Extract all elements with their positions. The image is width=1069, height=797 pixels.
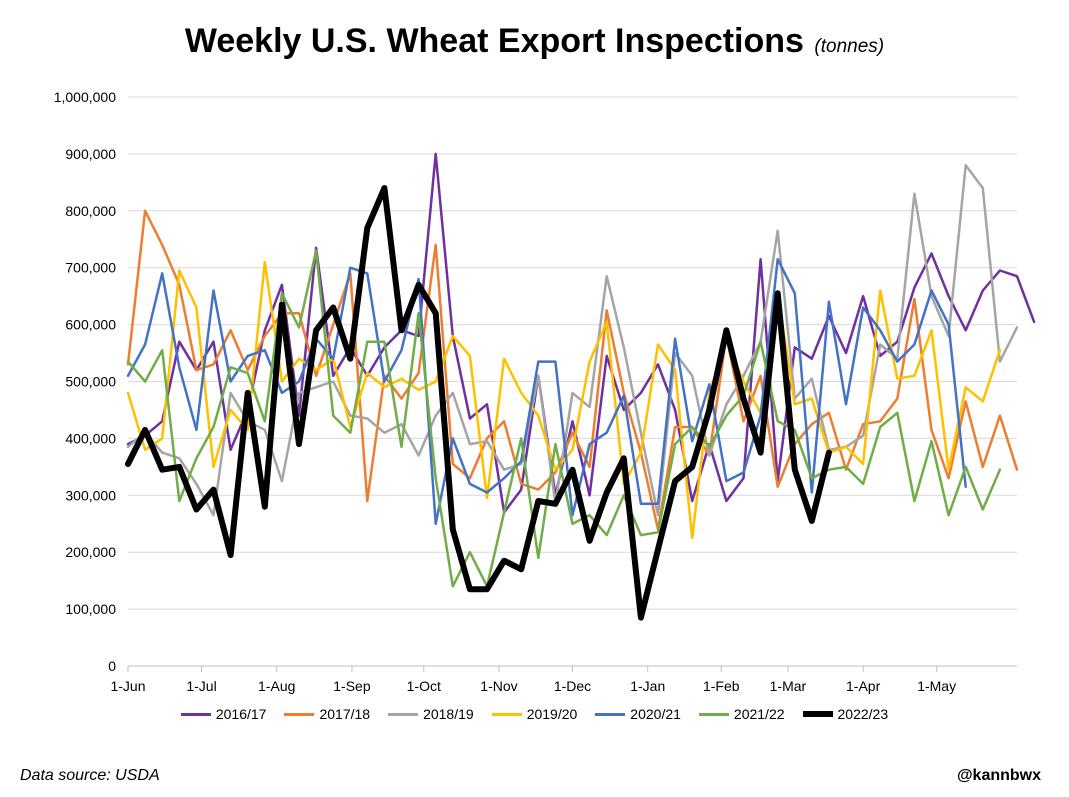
chart-subtitle: (tonnes): [814, 36, 885, 57]
y-tick-label: 500,000: [65, 374, 116, 390]
x-tick-label: 1-Jan: [630, 678, 665, 694]
y-tick-label: 300,000: [65, 487, 116, 503]
legend-label: 2021/22: [733, 706, 785, 722]
x-tick-label: 1-Sep: [333, 678, 371, 694]
series-line-2016-17: [126, 152, 1036, 514]
legend-label: 2016/17: [215, 706, 267, 722]
series-line-2021-22: [126, 249, 1002, 588]
series-line-2017-18: [126, 209, 1019, 531]
x-tick-label: 1-Nov: [480, 678, 517, 694]
x-tick-label: 1-Apr: [846, 678, 881, 694]
y-tick-label: 700,000: [65, 260, 116, 276]
x-tick-label: 1-Mar: [770, 678, 807, 694]
y-tick-label: 0: [108, 658, 116, 674]
series-line-2019-20: [126, 260, 1002, 540]
chart-title-row: Weekly U.S. Wheat Export Inspections (to…: [0, 22, 1069, 61]
line-chart: 0 100,000 200,000 300,000 400,000 500,000 600,…: [54, 89, 1036, 694]
legend-swatch: [491, 712, 522, 716]
legend-item-2016-17: 2016/17: [180, 706, 267, 722]
legend-swatch: [595, 712, 626, 716]
series-line-2022-23: [125, 185, 832, 621]
x-tick-label: 1-Feb: [703, 678, 740, 694]
y-tick-label: 900,000: [65, 146, 116, 162]
legend-swatch: [698, 712, 729, 716]
legend-label: 2017/18: [319, 706, 371, 722]
x-tick-label: 1-Aug: [258, 678, 295, 694]
legend-label: 2018/19: [423, 706, 474, 722]
y-tick-label: 100,000: [65, 601, 116, 617]
y-tick-label: 800,000: [65, 203, 116, 219]
legend-swatch: [802, 711, 833, 717]
series-line-2020-21: [126, 257, 967, 526]
chart-legend: 2016/17 2017/18 2018/19 2019/20 2020/21 2021/…: [0, 706, 1069, 722]
legend-label: 2019/20: [526, 706, 578, 722]
data-source-note: Data source: USDA: [20, 767, 160, 784]
x-tick-label: 1-Oct: [407, 678, 441, 694]
legend-label: 2022/23: [837, 706, 889, 722]
y-tick-label: 1,000,000: [54, 89, 116, 105]
legend-item-2019-20: 2019/20: [491, 706, 578, 722]
legend-swatch: [284, 712, 315, 716]
y-tick-label: 200,000: [65, 544, 116, 560]
legend-swatch: [180, 712, 211, 716]
x-tick-label: 1-Jul: [186, 678, 216, 694]
y-tick-label: 400,000: [65, 430, 116, 446]
legend-label: 2020/21: [630, 706, 681, 722]
x-tick-label: 1-Jun: [110, 678, 145, 694]
legend-item-2017-18: 2017/18: [284, 706, 370, 722]
chart-title: Weekly U.S. Wheat Export Inspections: [184, 22, 804, 60]
author-credit: @kannbwx: [956, 767, 1041, 784]
legend-item-2022-23: 2022/23: [802, 706, 889, 722]
legend-item-2020-21: 2020/21: [595, 706, 681, 722]
x-tick-label: 1-May: [917, 678, 956, 694]
y-tick-label: 600,000: [65, 317, 116, 333]
legend-swatch: [388, 712, 419, 716]
x-tick-label: 1-Dec: [554, 678, 591, 694]
legend-item-2021-22: 2021/22: [698, 706, 785, 722]
legend-item-2018-19: 2018/19: [388, 706, 474, 722]
